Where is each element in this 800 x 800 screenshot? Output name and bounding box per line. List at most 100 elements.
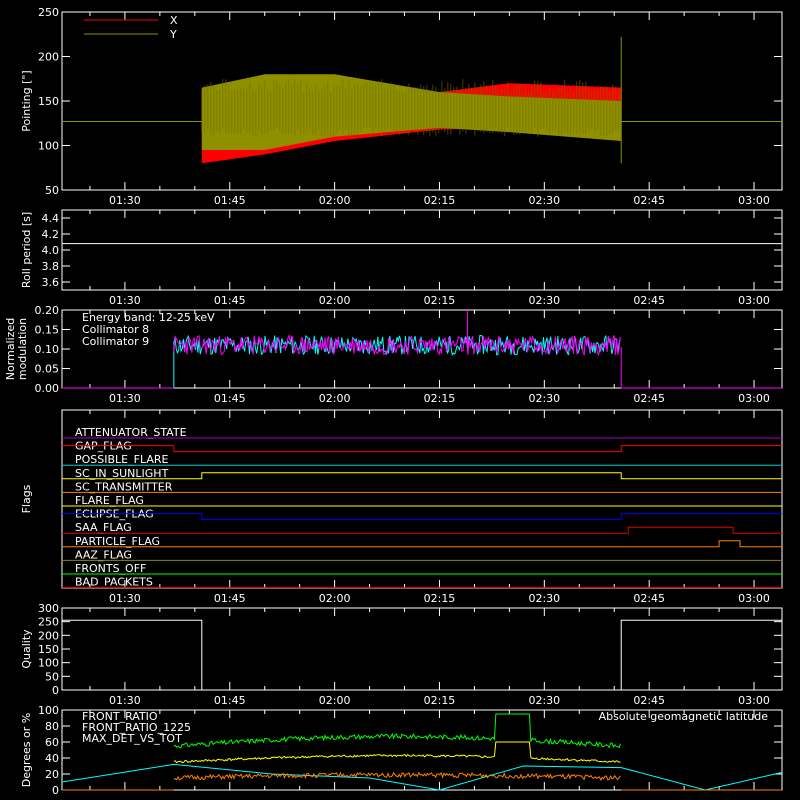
y-tick-label: 3.8	[42, 260, 60, 273]
y-series-oscillation	[201, 78, 620, 137]
x-tick-label: 02:45	[633, 392, 665, 405]
y-tick-label: 100	[38, 657, 59, 670]
y-tick-label: 20	[45, 768, 59, 781]
x-tick-label: 03:00	[738, 694, 770, 707]
y-tick-label: 50	[45, 670, 59, 683]
flag-label: SC_IN_SUNLIGHT	[75, 467, 169, 480]
legend-label-collimator-8: Collimator 8	[82, 323, 149, 336]
x-tick-label: 02:15	[424, 392, 456, 405]
x-tick-label: 02:00	[319, 392, 351, 405]
y-tick-label: 250	[38, 6, 59, 19]
y-tick-label: 200	[38, 51, 59, 64]
x-tick-label: 01:30	[109, 392, 141, 405]
y-axis-label: Roll period [s]	[20, 212, 33, 288]
x-tick-label: 02:45	[633, 294, 665, 307]
y-axis-label: Degrees or %	[20, 713, 33, 787]
x-tick-label: 01:45	[214, 592, 246, 605]
x-tick-label: 02:00	[319, 592, 351, 605]
legend-label-front-ratio-1225: FRONT_RATIO_1225	[82, 721, 191, 734]
y-tick-label: 0	[52, 684, 59, 697]
quality-line	[62, 619, 782, 691]
y-tick-label: 150	[38, 95, 59, 108]
legend-label-x: X	[170, 14, 178, 27]
flag-label: BAD_PACKETS	[75, 576, 153, 589]
y-tick-label: 4.0	[42, 244, 60, 257]
x-tick-label: 02:30	[528, 592, 560, 605]
x-tick-label: 01:45	[214, 392, 246, 405]
y-tick-label: 200	[38, 629, 59, 642]
flag-label: PARTICLE_FLAG	[75, 535, 160, 548]
y-tick-label: 4.2	[42, 228, 60, 241]
x-tick-label: 01:30	[109, 294, 141, 307]
ratio-series	[173, 741, 621, 764]
y-tick-label: 150	[38, 643, 59, 656]
legend-label-y: Y	[169, 28, 177, 41]
energy-band-annotation: Energy band: 12-25 keV	[82, 311, 215, 324]
y-tick-label: 300	[38, 602, 59, 615]
y-tick-label: 60	[45, 736, 59, 749]
x-tick-label: 02:15	[424, 294, 456, 307]
panel-frame	[61, 209, 783, 291]
y-tick-label: 0.00	[35, 382, 60, 395]
legend-label-front-ratio: FRONT_RATIO	[82, 710, 158, 723]
x-tick-label: 02:45	[633, 694, 665, 707]
y-axis-label: Normalized	[4, 318, 17, 380]
legend-label-latitude: Absolute geomagnetic latitude	[599, 710, 769, 723]
x-tick-label: 03:00	[738, 194, 770, 207]
y-tick-label: 0.15	[35, 324, 60, 337]
x-tick-label: 03:00	[738, 392, 770, 405]
flag-label: AAZ_FLAG	[75, 548, 132, 561]
x-tick-label: 02:45	[633, 592, 665, 605]
x-tick-label: 01:30	[109, 694, 141, 707]
ratio-series	[173, 771, 621, 782]
x-tick-label: 02:45	[633, 194, 665, 207]
flag-label: SC_TRANSMITTER	[75, 480, 173, 493]
flag-line	[62, 445, 782, 453]
x-tick-label: 01:45	[214, 194, 246, 207]
flag-line	[62, 540, 782, 548]
x-tick-label: 02:00	[319, 294, 351, 307]
x-tick-label: 01:45	[214, 294, 246, 307]
y-tick-label: 0.10	[35, 343, 60, 356]
flag-label: SAA_FLAG	[75, 521, 132, 534]
y-tick-label: 0.20	[35, 304, 60, 317]
x-tick-label: 02:00	[319, 694, 351, 707]
y-axis-label: Flags	[20, 484, 33, 513]
ratio-series	[173, 713, 621, 749]
modulation-series	[173, 333, 621, 356]
y-axis-label: modulation	[16, 318, 29, 380]
y-tick-label: 50	[45, 184, 59, 197]
legend-label-max-det: MAX_DET_VS_TOT	[82, 732, 182, 745]
legend-label-collimator-9: Collimator 9	[82, 335, 149, 348]
x-tick-label: 02:15	[424, 194, 456, 207]
flag-line	[62, 526, 782, 534]
x-tick-label: 02:15	[424, 592, 456, 605]
y-tick-label: 3.6	[42, 276, 60, 289]
x-tick-label: 02:00	[319, 194, 351, 207]
y-tick-label: 80	[45, 720, 59, 733]
y-tick-label: 100	[38, 704, 59, 717]
flag-label: POSSIBLE_FLARE	[75, 453, 169, 466]
x-tick-label: 01:30	[109, 194, 141, 207]
y-axis-label: Quality	[20, 629, 33, 669]
x-tick-label: 02:30	[528, 392, 560, 405]
y-tick-label: 0.05	[35, 363, 60, 376]
flag-line	[62, 513, 782, 521]
y-tick-label: 4.4	[42, 212, 60, 225]
x-tick-label: 02:30	[528, 194, 560, 207]
x-tick-label: 02:30	[528, 694, 560, 707]
y-axis-label: Pointing ["]	[20, 70, 33, 131]
y-tick-label: 100	[38, 140, 59, 153]
y-tick-label: 0	[52, 784, 59, 797]
y-tick-label: 250	[38, 616, 59, 629]
x-tick-label: 02:15	[424, 694, 456, 707]
latitude-series	[61, 763, 783, 791]
panel-frame	[61, 709, 783, 791]
flag-label: FRONTS_OFF	[75, 562, 146, 575]
x-tick-label: 01:30	[109, 592, 141, 605]
flag-line	[62, 472, 782, 480]
x-tick-label: 01:45	[214, 694, 246, 707]
y-tick-label: 40	[45, 752, 59, 765]
